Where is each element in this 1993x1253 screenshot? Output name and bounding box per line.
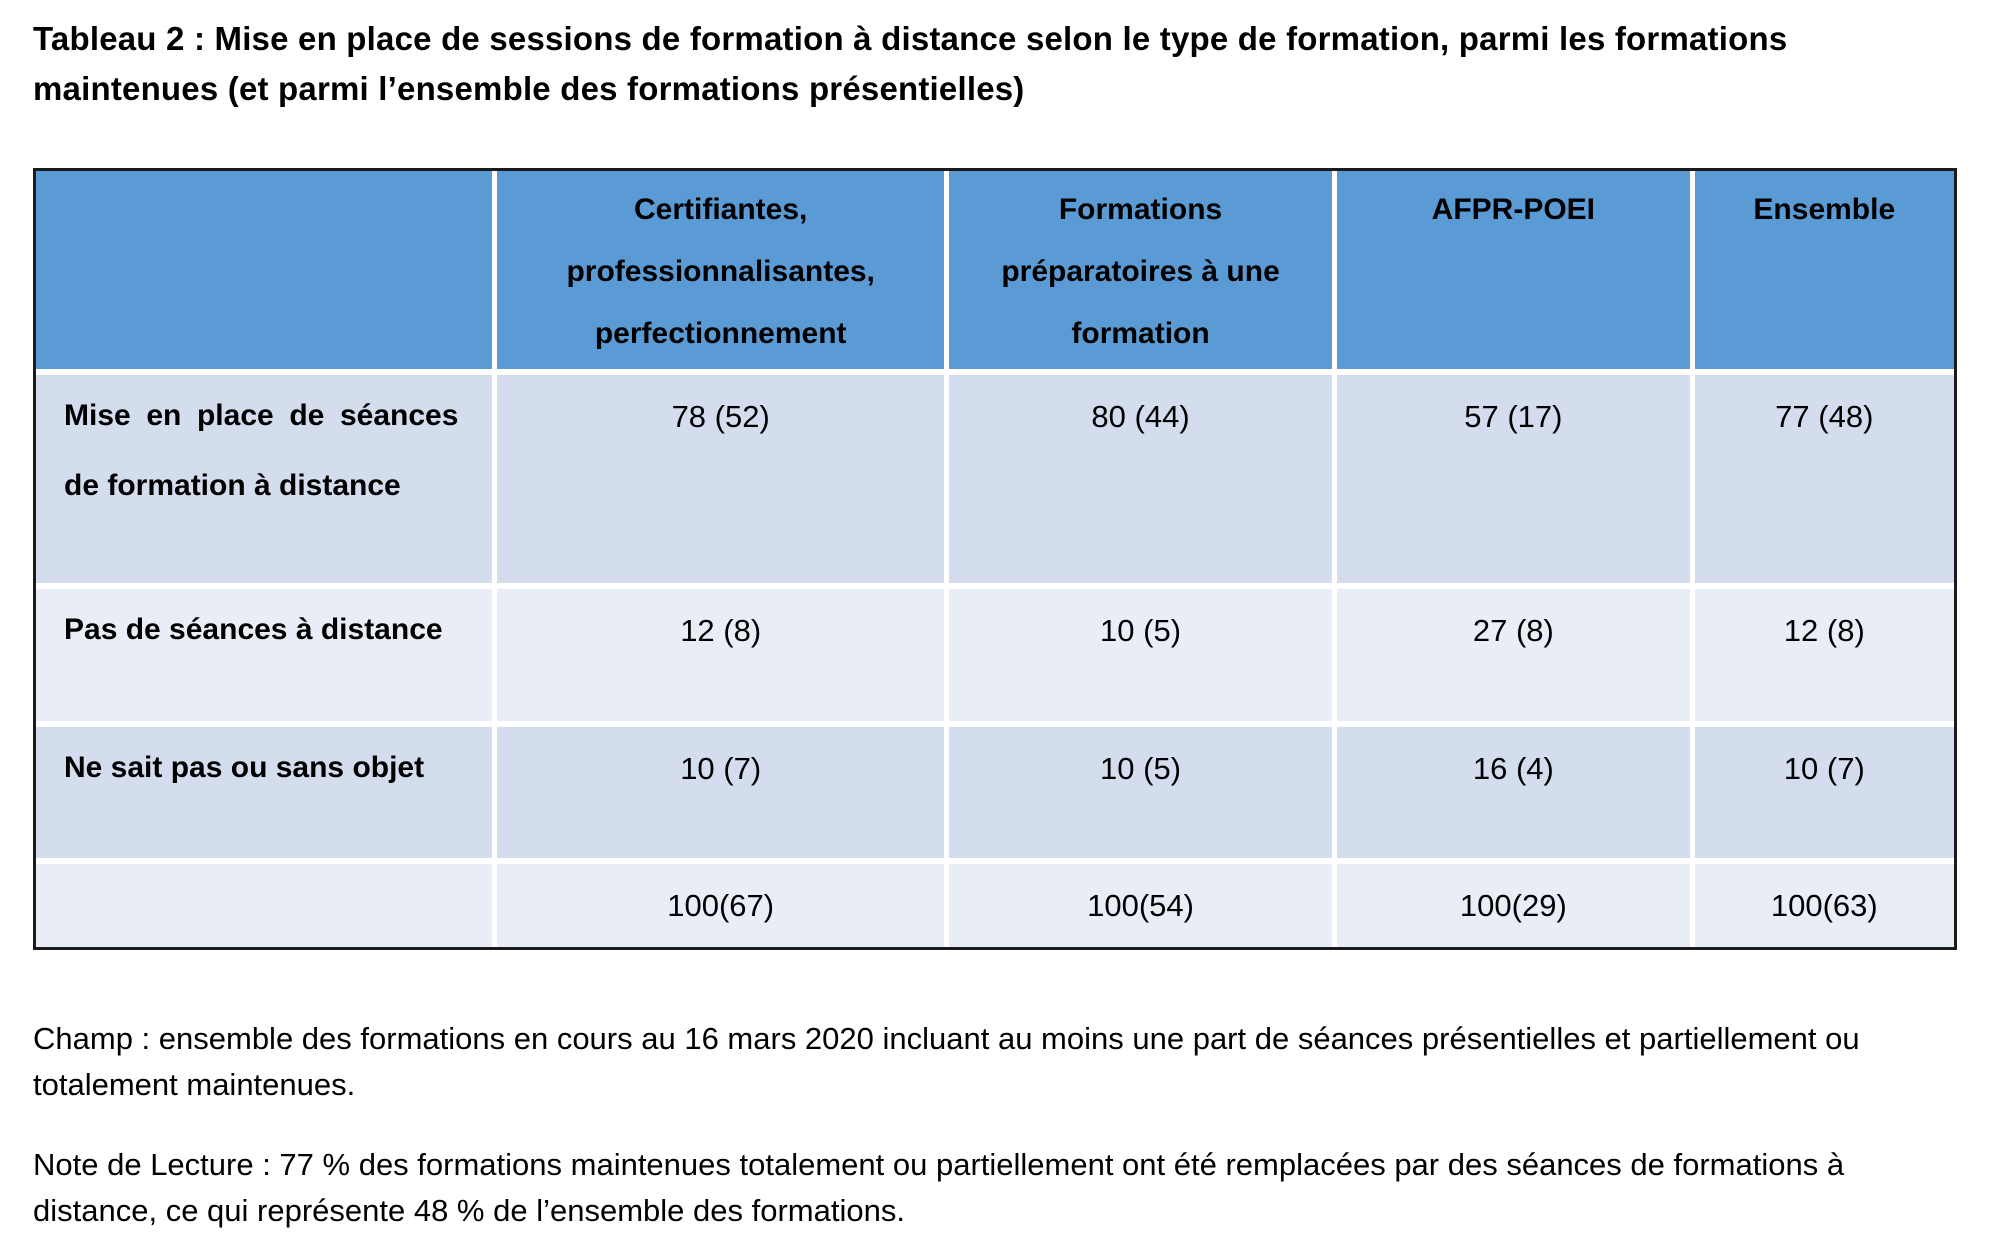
value-cell-pas-afpr: 27 (8) [1337,589,1690,721]
value-cell-nsp-afpr: 16 (4) [1337,727,1690,858]
header-cell-empty [36,171,493,369]
value-cell-nsp-certifiantes: 10 (7) [497,727,944,858]
row-label-mise-en-place: Mise en place de séances de formation à … [36,375,493,583]
value-cell-pas-certifiantes: 12 (8) [497,589,944,721]
value-cell-nsp-preparatoires: 10 (5) [948,727,1333,858]
header-cell-ensemble: Ensemble [1694,171,1954,369]
value-cell-nsp-ensemble: 10 (7) [1694,727,1954,858]
value-cell-mise-ensemble: 77 (48) [1694,375,1954,583]
row-label-total-empty [36,864,493,947]
value-cell-mise-preparatoires: 80 (44) [948,375,1333,583]
table-grid: Certifiantes, professionnalisantes, perf… [36,171,1954,947]
champ-note: Champ : ensemble des formations en cours… [33,1021,1860,1102]
lecture-note: Note de Lecture : 77 % des formations ma… [33,1147,1845,1228]
page-title: Tableau 2 : Mise en place de sessions de… [33,20,1788,107]
value-cell-total-preparatoires: 100(54) [948,864,1333,947]
value-cell-pas-preparatoires: 10 (5) [948,589,1333,721]
value-cell-mise-afpr: 57 (17) [1337,375,1690,583]
value-cell-total-ensemble: 100(63) [1694,864,1954,947]
value-cell-total-certifiantes: 100(67) [497,864,944,947]
row-label-ne-sait-pas: Ne sait pas ou sans objet [36,727,493,858]
header-cell-preparatoires: Formations préparatoires à une formation [948,171,1333,369]
value-cell-mise-certifiantes: 78 (52) [497,375,944,583]
header-cell-afpr-poei: AFPR-POEI [1337,171,1690,369]
data-table: Certifiantes, professionnalisantes, perf… [33,168,1957,950]
row-label-pas-de-seances: Pas de séances à distance [36,589,493,721]
value-cell-pas-ensemble: 12 (8) [1694,589,1954,721]
value-cell-total-afpr: 100(29) [1337,864,1690,947]
header-cell-certifiantes: Certifiantes, professionnalisantes, perf… [497,171,944,369]
